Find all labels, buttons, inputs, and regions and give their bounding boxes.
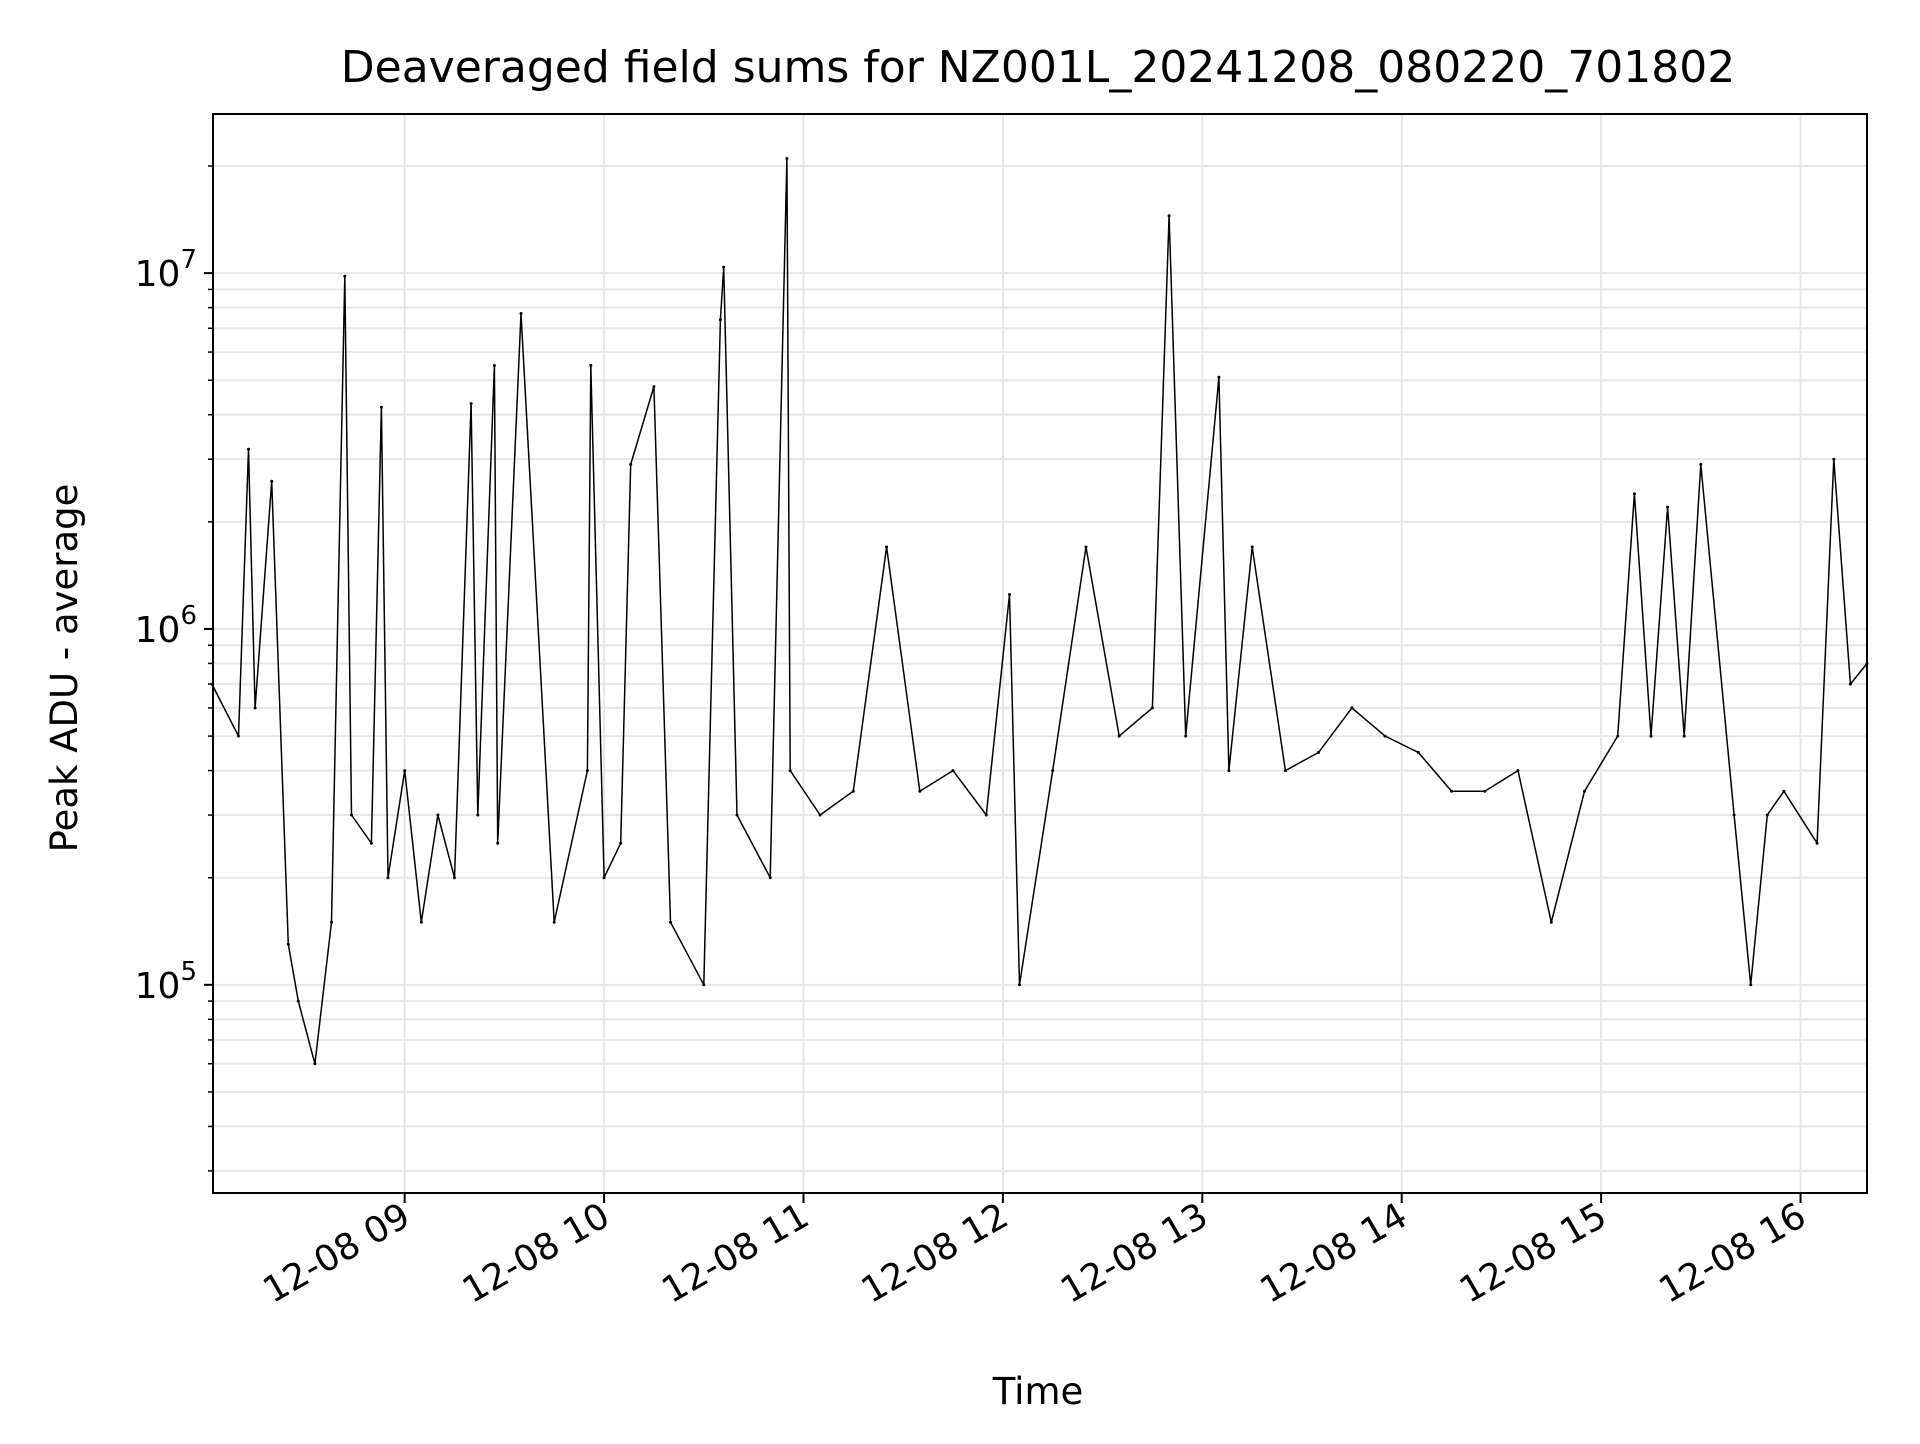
data-point (1649, 734, 1653, 738)
data-point (1167, 214, 1171, 218)
data-point (602, 876, 606, 880)
data-point (253, 706, 257, 710)
data-point (1283, 769, 1287, 773)
data-point (785, 157, 789, 160)
data-point (419, 920, 423, 924)
data-point (1848, 682, 1852, 686)
data-point (343, 274, 347, 278)
data-point (589, 364, 593, 367)
data-point (1516, 769, 1520, 773)
data-point (1815, 841, 1819, 845)
data-point (369, 841, 373, 845)
data-point (1383, 734, 1387, 738)
data-point (492, 364, 496, 367)
data-point (885, 545, 889, 549)
data-point (496, 841, 500, 845)
data-point (247, 447, 250, 451)
data-point (1765, 813, 1769, 817)
data-point (722, 265, 726, 269)
data-point (1632, 492, 1636, 496)
data-point (585, 769, 589, 773)
data-point (1227, 769, 1231, 773)
data-point (788, 769, 792, 773)
data-point (1749, 983, 1753, 987)
data-point (469, 402, 473, 406)
data-point (313, 1062, 317, 1066)
data-point (1616, 734, 1620, 738)
chart-title: Deaveraged field sums for NZ001L_2024120… (341, 42, 1735, 93)
data-point (1483, 789, 1487, 793)
data-point (1350, 706, 1354, 710)
plot-frame (212, 113, 1868, 1194)
data-point (1450, 789, 1454, 793)
data-point (1832, 457, 1836, 461)
data-point (1250, 545, 1254, 549)
data-point (818, 813, 822, 817)
data-point (1008, 593, 1011, 596)
data-point (237, 734, 240, 738)
data-point (735, 813, 739, 817)
y-tick-label: 106 (135, 601, 197, 651)
data-point (379, 405, 383, 409)
data-layer (210, 157, 1869, 1066)
data-point (1699, 462, 1703, 466)
data-point (436, 813, 440, 817)
data-point (386, 876, 390, 880)
data-point (1666, 505, 1670, 509)
data-point (1018, 983, 1021, 987)
data-point (669, 920, 672, 924)
data-point (1317, 750, 1321, 754)
grid (213, 114, 1867, 1193)
y-tick-label: 107 (135, 245, 197, 295)
data-point (1051, 769, 1055, 773)
data-point (619, 841, 623, 845)
data-point (270, 479, 274, 483)
data-point (718, 318, 722, 322)
data-point (1117, 734, 1121, 738)
data-point (768, 876, 772, 880)
data-point (286, 942, 290, 946)
data-point (984, 813, 988, 817)
data-point (403, 769, 407, 773)
data-point (1682, 734, 1686, 738)
data-point (552, 920, 556, 924)
data-point (519, 312, 523, 315)
data-point (1583, 789, 1586, 793)
data-point (1217, 375, 1221, 379)
data-point (1549, 920, 1553, 924)
data-point (296, 999, 300, 1003)
data-point (1782, 789, 1786, 793)
data-point (652, 385, 656, 389)
data-point (918, 789, 922, 793)
data-point (1084, 545, 1088, 549)
data-point (1732, 813, 1736, 817)
data-point (851, 789, 855, 793)
data-point (1184, 734, 1188, 738)
data-point (1416, 750, 1420, 754)
x-axis-label: Time (992, 1370, 1084, 1413)
data-point (453, 876, 456, 880)
data-point (951, 769, 955, 773)
data-point (476, 813, 480, 817)
data-point (350, 813, 353, 817)
data-point (1150, 706, 1154, 710)
y-tick-label: 105 (135, 957, 197, 1007)
y-axis-label: Peak ADU - average (43, 484, 86, 853)
data-point (702, 983, 706, 987)
data-point (629, 462, 633, 466)
data-point (330, 920, 333, 924)
